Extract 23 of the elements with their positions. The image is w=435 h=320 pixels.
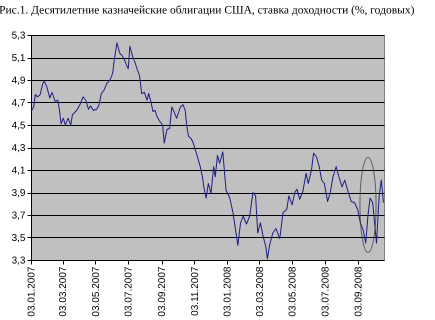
x-tick-label: 03.03.2007 bbox=[58, 266, 70, 317]
x-tick-label: 03.07.2008 bbox=[320, 266, 332, 317]
x-tick-label: 03.09.2008 bbox=[354, 266, 365, 317]
y-tick-label: 5,1 bbox=[12, 53, 26, 64]
x-tick-label: 03.05.2008 bbox=[288, 266, 299, 317]
x-tick-label: 03.05.2007 bbox=[90, 266, 102, 317]
y-tick-label: 4,9 bbox=[12, 76, 26, 86]
y-tick-label: 3,3 bbox=[12, 256, 26, 266]
y-tick-label: 4,5 bbox=[12, 120, 26, 132]
x-tick-label: 03.11.2007 bbox=[190, 266, 201, 316]
x-tick-label: 03.09.2007 bbox=[157, 266, 168, 317]
y-tick-label: 5,3 bbox=[12, 30, 26, 42]
x-tick-label: 03.01.2008 bbox=[222, 266, 234, 317]
line-series bbox=[30, 42, 384, 260]
y-tick-label: 3,7 bbox=[12, 210, 26, 222]
y-tick-label: 4,3 bbox=[12, 143, 26, 154]
x-tick-label: 03.03.2008 bbox=[254, 266, 266, 317]
x-tick-label: 03.07.2007 bbox=[124, 266, 135, 317]
y-tick-label: 3,9 bbox=[12, 188, 26, 199]
x-tick-label: 03.01.2007 bbox=[26, 266, 38, 317]
y-tick-label: 3,5 bbox=[12, 233, 26, 244]
y-tick-label: 4,1 bbox=[12, 166, 26, 176]
y-tick-label: 4,7 bbox=[12, 98, 26, 109]
